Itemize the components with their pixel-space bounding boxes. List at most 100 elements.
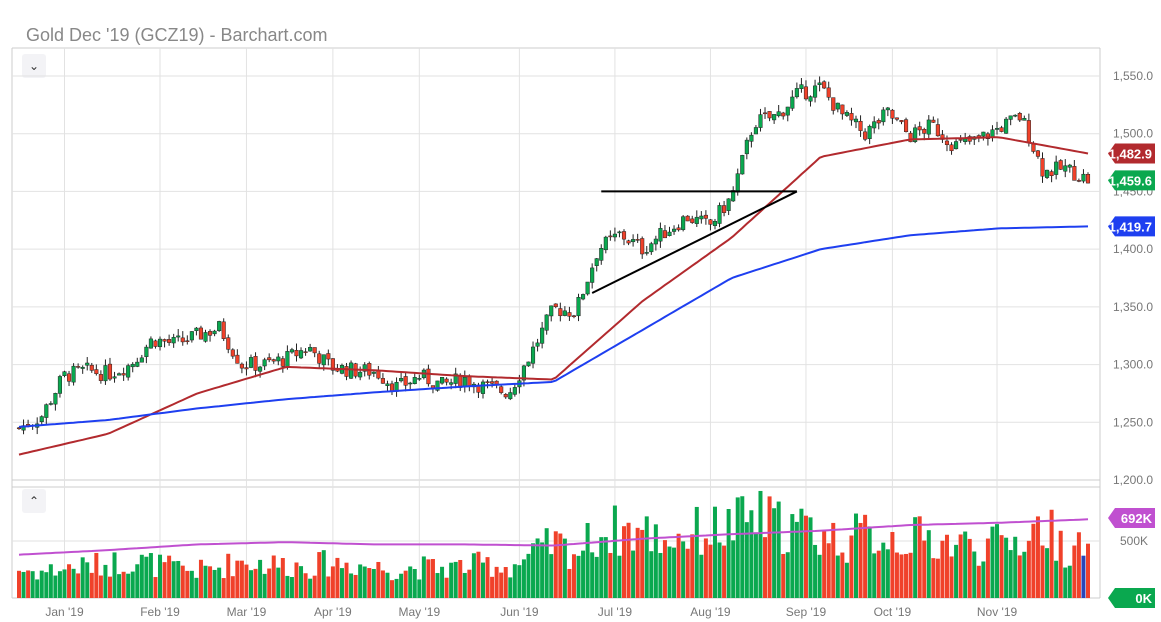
volume-bar (958, 534, 963, 598)
volume-bar (508, 577, 513, 598)
candle-body (813, 85, 818, 98)
volume-bar (335, 557, 340, 598)
volume-bar (130, 571, 135, 598)
candle-body (444, 378, 449, 383)
volume-bar (785, 552, 790, 598)
volume-bar (731, 540, 736, 598)
volume-bar (239, 560, 244, 598)
candle-body (385, 383, 390, 386)
candle-body (189, 331, 194, 341)
volume-bar (440, 566, 445, 598)
volume-bar (385, 572, 390, 598)
candle-body (1017, 113, 1022, 121)
volume-bar (567, 568, 572, 598)
volume-bar (390, 580, 395, 598)
candle-body (758, 114, 763, 128)
price-tick-label: 1,350.0 (1113, 300, 1153, 314)
volume-bar (189, 570, 194, 598)
volume-bar (144, 556, 149, 598)
volume-bar (467, 569, 472, 598)
volume-bar (94, 552, 99, 598)
x-tick-label: Nov '19 (977, 605, 1018, 619)
volume-bar (740, 496, 745, 598)
candle-body (71, 365, 76, 383)
volume-bar (594, 556, 599, 598)
volume-bar (894, 552, 899, 598)
chevron-up-icon[interactable]: ⌃ (22, 489, 46, 513)
candle-body (503, 394, 508, 398)
candle-body (326, 353, 331, 360)
candle-body (762, 112, 768, 115)
trendline (591, 190, 798, 294)
ma50-line (18, 136, 1089, 456)
candle-body (1022, 118, 1027, 121)
candle-body (1081, 173, 1086, 182)
volume-zero-tag-bg (1108, 588, 1155, 608)
candle-body (863, 131, 868, 140)
volume-bar (208, 566, 213, 598)
candle-body (289, 349, 294, 353)
price-tick-label: 1,200.0 (1113, 473, 1153, 487)
volume-bar (835, 555, 840, 598)
volume-bar (1035, 516, 1040, 598)
candle-body (922, 129, 927, 134)
candle-body (803, 86, 809, 100)
candle-body (794, 88, 799, 98)
volume-bar (303, 573, 308, 598)
candle-body (80, 366, 85, 369)
volume-bar (362, 566, 367, 598)
candle-body (130, 363, 135, 368)
candle-body (726, 198, 731, 211)
candle-body (126, 365, 131, 378)
volume-bar (562, 538, 567, 598)
candle-body (594, 258, 599, 266)
volume-bar (1040, 545, 1045, 598)
volume-bar (685, 548, 690, 598)
candle-body (144, 346, 149, 357)
candle-body (526, 361, 531, 367)
volume-bar (990, 526, 995, 598)
volume-bar (148, 553, 153, 598)
candle-body (162, 339, 167, 342)
volume-bar (217, 567, 222, 598)
volume-bar (126, 573, 131, 598)
volume-bar (35, 579, 40, 598)
volume-bar (1022, 551, 1027, 598)
candle-body (312, 347, 317, 354)
volume-bar (107, 576, 112, 598)
candle-body (253, 356, 258, 371)
volume-bar (808, 517, 813, 598)
candle-body (617, 231, 622, 234)
volume-bar (367, 568, 372, 598)
candle-body (631, 239, 636, 243)
candle-body (62, 371, 67, 376)
candle-body (667, 231, 672, 237)
volume-bar (872, 553, 877, 598)
chevron-down-icon[interactable]: ⌄ (22, 54, 46, 78)
volume-bar (180, 565, 185, 598)
candle-body (785, 106, 790, 116)
volume-bar (617, 555, 622, 598)
volume-bar (167, 555, 172, 598)
candle-body (822, 81, 827, 89)
candle-body (139, 357, 144, 363)
volume-bar (399, 573, 404, 598)
volume-bar (776, 501, 781, 598)
candle-body (153, 340, 158, 347)
candle-body (621, 231, 627, 240)
candle-body (135, 361, 140, 367)
candle-body (608, 235, 613, 238)
candle-body (248, 357, 254, 368)
volume-bar (763, 537, 768, 598)
volume-bar (899, 554, 904, 598)
candle-body (167, 339, 172, 343)
candle-body (217, 321, 222, 332)
candle-body (1026, 120, 1031, 144)
candle-body (1040, 158, 1045, 177)
volume-bar (881, 542, 886, 598)
volume-bar (458, 559, 463, 598)
volume-bar (380, 570, 385, 598)
volume-bar (690, 534, 695, 598)
candle-body (1008, 115, 1013, 120)
